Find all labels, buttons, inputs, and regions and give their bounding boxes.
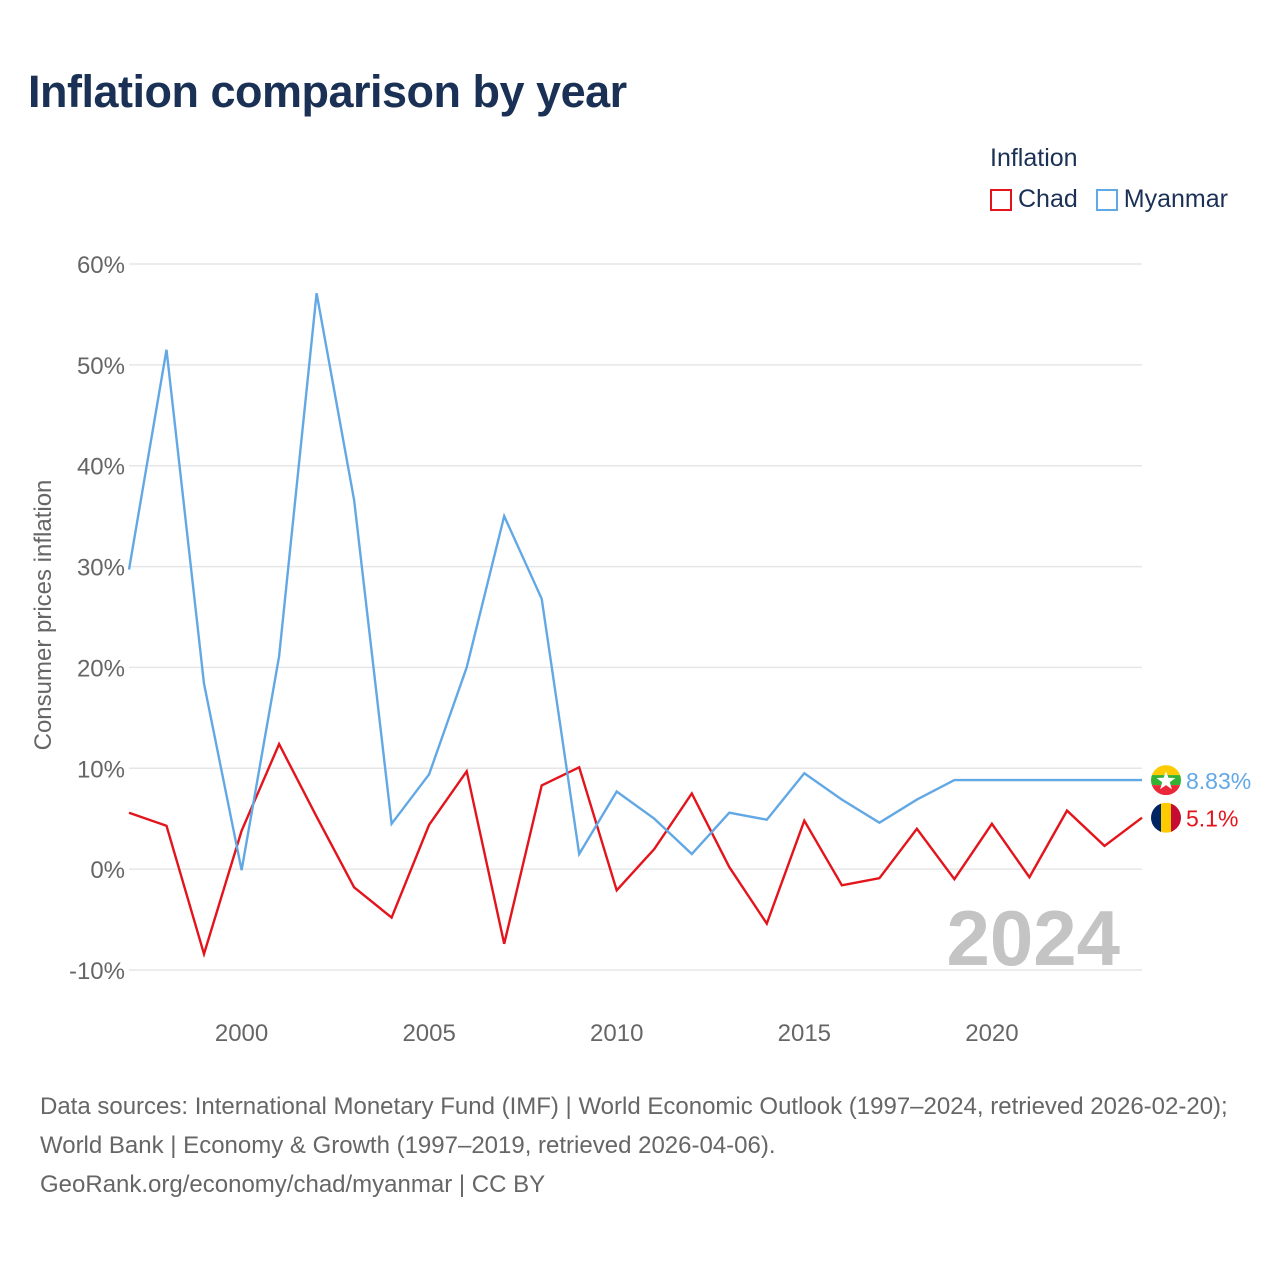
y-tick-label: -10% bbox=[69, 958, 125, 985]
y-tick-label: 60% bbox=[77, 252, 125, 279]
legend-item-chad[interactable]: Chad bbox=[990, 185, 1078, 214]
y-tick-label: 50% bbox=[77, 353, 125, 380]
y-tick-label: 30% bbox=[77, 555, 125, 582]
legend-item-myanmar[interactable]: Myanmar bbox=[1095, 185, 1228, 214]
footer: Data sources: International Monetary Fun… bbox=[40, 1087, 1250, 1204]
legend-title: Inflation bbox=[990, 144, 1078, 172]
x-tick-label: 2015 bbox=[778, 1020, 831, 1047]
credit-line: GeoRank.org/economy/chad/myanmar | CC BY bbox=[40, 1171, 546, 1198]
y-tick-label: 0% bbox=[90, 857, 125, 884]
end-value-label-chad: 5.1% bbox=[1186, 806, 1238, 832]
end-value-label-myanmar: 8.83% bbox=[1186, 768, 1251, 794]
x-tick-label: 2020 bbox=[965, 1020, 1018, 1047]
y-axis-label: Consumer prices inflation bbox=[30, 480, 57, 751]
data-sources: Data sources: International Monetary Fun… bbox=[40, 1093, 1228, 1159]
line-chart: -10% 0% 10% 20% 30% 40% 50% 60% 2000 2005 2010 2015… bbox=[30, 252, 1251, 1047]
x-tick-label: 2010 bbox=[590, 1020, 643, 1047]
x-tick-label: 2005 bbox=[402, 1020, 455, 1047]
legend-label-myanmar: Myanmar bbox=[1123, 185, 1228, 213]
legend-swatch-chad bbox=[990, 188, 1012, 211]
y-tick-label: 40% bbox=[77, 454, 125, 481]
chart-title: Inflation comparison by year bbox=[28, 66, 627, 117]
x-tick-label: 2000 bbox=[215, 1020, 268, 1047]
flag-icon-chad bbox=[1151, 802, 1181, 833]
legend-swatch-myanmar bbox=[1095, 188, 1118, 211]
legend: Inflation Chad Myanmar bbox=[990, 144, 1228, 214]
series-line-myanmar[interactable] bbox=[127, 292, 1142, 871]
year-watermark: 2024 bbox=[946, 894, 1120, 982]
y-tick-label: 10% bbox=[77, 756, 125, 783]
series-line-chad[interactable] bbox=[128, 741, 1143, 959]
flag-icon-myanmar bbox=[1151, 765, 1181, 796]
y-tick-label: 20% bbox=[77, 655, 125, 682]
legend-label-chad: Chad bbox=[1018, 185, 1078, 213]
